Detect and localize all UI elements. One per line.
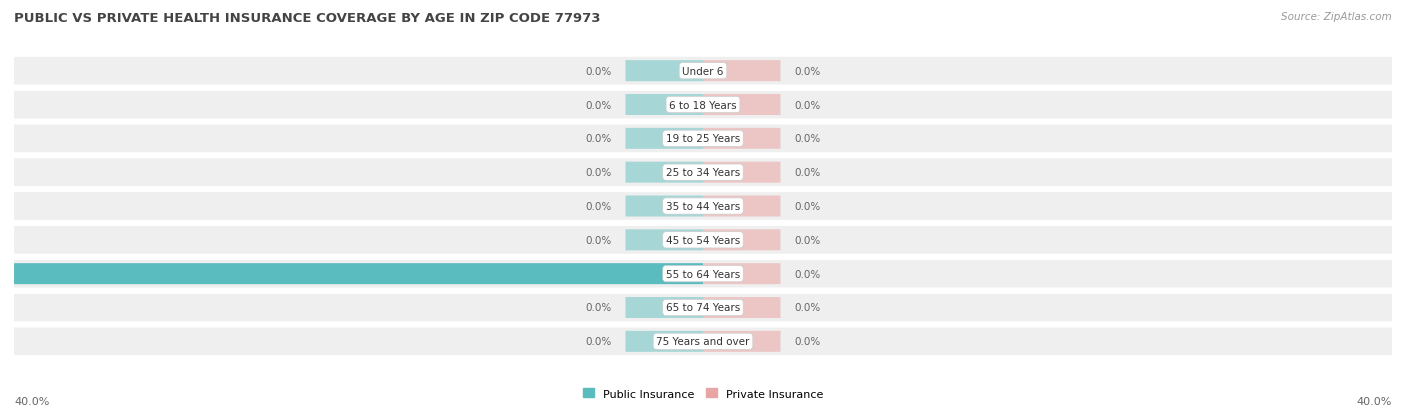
FancyBboxPatch shape [703, 331, 780, 352]
FancyBboxPatch shape [14, 294, 1392, 322]
Text: 0.0%: 0.0% [585, 168, 612, 178]
Text: 40.0%: 40.0% [1357, 396, 1392, 406]
Text: 0.0%: 0.0% [794, 202, 821, 211]
Text: Source: ZipAtlas.com: Source: ZipAtlas.com [1281, 12, 1392, 22]
Text: 55 to 64 Years: 55 to 64 Years [666, 269, 740, 279]
FancyBboxPatch shape [626, 95, 703, 116]
FancyBboxPatch shape [626, 128, 703, 150]
Text: 0.0%: 0.0% [585, 100, 612, 110]
Text: 0.0%: 0.0% [585, 337, 612, 347]
FancyBboxPatch shape [626, 61, 703, 82]
FancyBboxPatch shape [626, 331, 703, 352]
Text: 0.0%: 0.0% [794, 303, 821, 313]
Text: 0.0%: 0.0% [585, 202, 612, 211]
Text: Under 6: Under 6 [682, 66, 724, 76]
FancyBboxPatch shape [703, 263, 780, 285]
Text: 25 to 34 Years: 25 to 34 Years [666, 168, 740, 178]
Text: 0.0%: 0.0% [794, 337, 821, 347]
FancyBboxPatch shape [703, 128, 780, 150]
FancyBboxPatch shape [14, 226, 1392, 254]
Text: 0.0%: 0.0% [794, 100, 821, 110]
Text: 65 to 74 Years: 65 to 74 Years [666, 303, 740, 313]
FancyBboxPatch shape [626, 162, 703, 183]
FancyBboxPatch shape [703, 61, 780, 82]
FancyBboxPatch shape [14, 260, 1392, 288]
FancyBboxPatch shape [703, 196, 780, 217]
FancyBboxPatch shape [14, 159, 1392, 187]
Text: PUBLIC VS PRIVATE HEALTH INSURANCE COVERAGE BY AGE IN ZIP CODE 77973: PUBLIC VS PRIVATE HEALTH INSURANCE COVER… [14, 12, 600, 25]
Text: 40.0%: 40.0% [14, 396, 49, 406]
Text: 19 to 25 Years: 19 to 25 Years [666, 134, 740, 144]
FancyBboxPatch shape [703, 297, 780, 318]
Legend: Public Insurance, Private Insurance: Public Insurance, Private Insurance [583, 388, 823, 399]
FancyBboxPatch shape [703, 162, 780, 183]
Text: 0.0%: 0.0% [794, 269, 821, 279]
Text: 0.0%: 0.0% [585, 66, 612, 76]
FancyBboxPatch shape [14, 328, 1392, 355]
FancyBboxPatch shape [14, 125, 1392, 153]
Text: 35 to 44 Years: 35 to 44 Years [666, 202, 740, 211]
Text: 45 to 54 Years: 45 to 54 Years [666, 235, 740, 245]
Text: 0.0%: 0.0% [585, 303, 612, 313]
FancyBboxPatch shape [626, 196, 703, 217]
Text: 0.0%: 0.0% [794, 235, 821, 245]
Text: 0.0%: 0.0% [794, 168, 821, 178]
Text: 0.0%: 0.0% [794, 66, 821, 76]
Text: 0.0%: 0.0% [794, 134, 821, 144]
FancyBboxPatch shape [703, 230, 780, 251]
Text: 0.0%: 0.0% [585, 134, 612, 144]
FancyBboxPatch shape [626, 297, 703, 318]
FancyBboxPatch shape [14, 263, 703, 285]
Text: 6 to 18 Years: 6 to 18 Years [669, 100, 737, 110]
FancyBboxPatch shape [14, 91, 1392, 119]
Text: 75 Years and over: 75 Years and over [657, 337, 749, 347]
FancyBboxPatch shape [626, 230, 703, 251]
FancyBboxPatch shape [14, 192, 1392, 221]
Text: 0.0%: 0.0% [585, 235, 612, 245]
FancyBboxPatch shape [703, 95, 780, 116]
FancyBboxPatch shape [14, 58, 1392, 85]
